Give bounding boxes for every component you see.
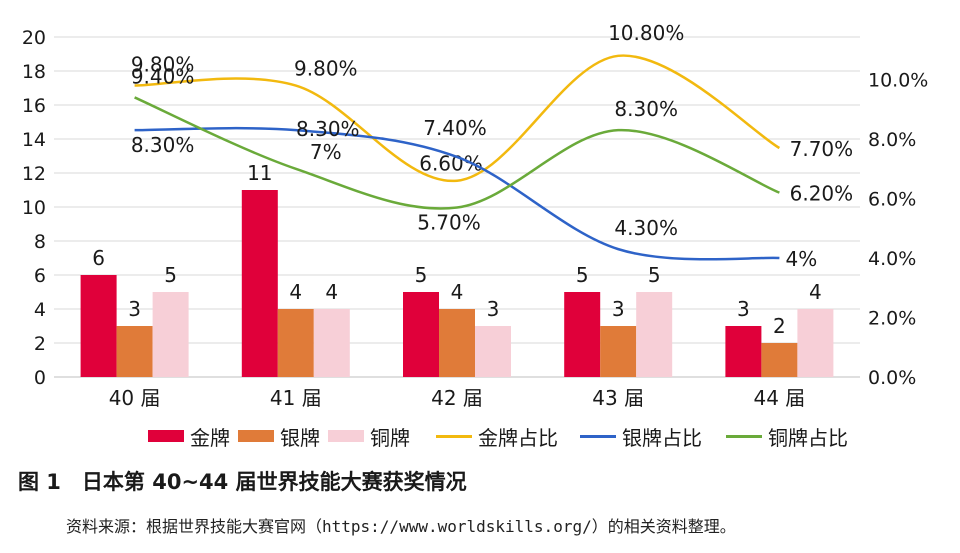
bar-value-label: 5 bbox=[576, 263, 589, 287]
x-tick-label: 41 届 bbox=[270, 386, 322, 410]
y-tick-label-left: 18 bbox=[22, 61, 46, 83]
line-value-label-bronze-share: 6.20% bbox=[790, 182, 854, 206]
line-value-label-silver-share: 4% bbox=[786, 247, 818, 271]
legend-swatch-silver bbox=[238, 430, 274, 442]
chart-canvas: 024681012141618200.0%2.0%4.0%6.0%8.0%10.… bbox=[22, 21, 929, 410]
line-value-label-gold-share: 9.80% bbox=[131, 53, 195, 77]
legend-item-bronze: 铜牌 bbox=[328, 419, 410, 453]
legend-label-gold: 金牌 bbox=[190, 425, 230, 450]
line-value-label-silver-share: 4.30% bbox=[614, 216, 678, 240]
y-tick-label-left: 16 bbox=[22, 95, 46, 117]
line-value-label-bronze-share: 7% bbox=[310, 140, 342, 164]
y-tick-label-right: 10.0% bbox=[868, 70, 928, 92]
bar-value-label: 3 bbox=[737, 297, 750, 321]
legend-item-gold-share: 金牌占比 bbox=[436, 419, 558, 453]
legend-item-bronze-share: 铜牌占比 bbox=[726, 419, 848, 453]
bar-value-label: 5 bbox=[415, 263, 428, 287]
y-tick-label-right: 6.0% bbox=[868, 189, 916, 211]
bar-silver bbox=[600, 326, 637, 377]
bar-value-label: 3 bbox=[128, 297, 141, 321]
bar-value-label: 6 bbox=[92, 246, 105, 270]
bar-value-label: 4 bbox=[451, 280, 464, 304]
y-tick-label-right: 2.0% bbox=[868, 308, 916, 330]
y-tick-label-right: 0.0% bbox=[868, 367, 916, 389]
bar-gold bbox=[241, 190, 278, 377]
line-value-label-bronze-share: 9.40% bbox=[131, 64, 195, 88]
bar-value-label: 3 bbox=[612, 297, 625, 321]
bar-bronze bbox=[475, 326, 511, 377]
bar-bronze bbox=[313, 309, 350, 377]
line-value-label-bronze-share: 8.30% bbox=[614, 97, 678, 121]
legend-item-gold: 金牌 bbox=[148, 419, 230, 453]
figure-caption: 图 1 日本第 40~44 届世界技能大赛获奖情况 bbox=[18, 470, 467, 494]
bar-value-label: 5 bbox=[648, 263, 661, 287]
line-silver-share bbox=[134, 126, 780, 261]
bar-value-label: 5 bbox=[164, 263, 177, 287]
x-tick-label: 44 届 bbox=[753, 386, 805, 410]
bar-silver bbox=[116, 326, 153, 377]
y-tick-label-left: 10 bbox=[22, 197, 46, 219]
bar-silver bbox=[761, 343, 798, 377]
bar-bronze bbox=[636, 292, 673, 377]
y-tick-label-left: 2 bbox=[34, 333, 46, 355]
bar-gold bbox=[564, 292, 601, 377]
x-tick-label: 42 届 bbox=[431, 386, 483, 410]
bar-value-label: 3 bbox=[487, 297, 500, 321]
legend-label-gold-share: 金牌占比 bbox=[478, 425, 558, 450]
y-tick-label-right: 8.0% bbox=[868, 129, 916, 151]
legend-label-silver-share: 银牌占比 bbox=[622, 425, 702, 450]
legend-item-silver: 银牌 bbox=[238, 419, 320, 453]
legend-label-silver: 银牌 bbox=[280, 425, 320, 450]
y-tick-label-left: 14 bbox=[22, 129, 46, 151]
bar-value-label: 2 bbox=[773, 314, 786, 338]
line-value-label-gold-share: 9.80% bbox=[294, 57, 358, 81]
y-tick-label-left: 12 bbox=[22, 163, 46, 185]
legend-item-silver-share: 银牌占比 bbox=[580, 419, 702, 453]
bar-bronze bbox=[797, 309, 834, 377]
legend-swatch-bronze bbox=[328, 430, 364, 442]
x-tick-label: 40 届 bbox=[109, 386, 161, 410]
line-gold-share bbox=[134, 54, 781, 182]
bar-gold bbox=[403, 292, 439, 377]
bar-bronze bbox=[152, 292, 189, 377]
source-note: 资料来源：根据世界技能大赛官网（https://www.worldskills.… bbox=[66, 517, 736, 536]
line-value-label-gold-share: 7.70% bbox=[790, 137, 854, 161]
y-tick-label-right: 4.0% bbox=[868, 248, 916, 270]
line-value-label-bronze-share: 5.70% bbox=[417, 210, 481, 234]
bar-value-label: 4 bbox=[809, 280, 822, 304]
line-value-label-silver-share: 7.40% bbox=[423, 116, 487, 140]
bar-value-label: 4 bbox=[289, 280, 302, 304]
legend-label-bronze-share: 铜牌占比 bbox=[768, 425, 848, 450]
x-tick-label: 43 届 bbox=[592, 386, 644, 410]
y-tick-label-left: 20 bbox=[22, 27, 46, 49]
line-value-label-silver-share: 8.30% bbox=[131, 133, 195, 157]
line-bronze-share bbox=[134, 96, 780, 210]
legend-line-silver-share bbox=[580, 434, 616, 438]
bar-value-label: 4 bbox=[325, 280, 338, 304]
line-value-label-gold-share: 10.80% bbox=[608, 21, 684, 45]
line-value-label-silver-share: 8.30% bbox=[296, 117, 360, 141]
legend-label-bronze: 铜牌 bbox=[370, 425, 410, 450]
y-tick-label-left: 6 bbox=[34, 265, 46, 287]
chart-legend: 金牌 银牌 铜牌 金牌占比 银牌占比 铜牌占比 bbox=[0, 419, 960, 453]
y-tick-label-left: 4 bbox=[34, 299, 46, 321]
y-tick-label-left: 0 bbox=[34, 367, 46, 389]
bar-value-label: 11 bbox=[247, 161, 272, 185]
legend-line-gold-share bbox=[436, 434, 472, 438]
legend-swatch-gold bbox=[148, 430, 184, 442]
legend-line-bronze-share bbox=[726, 434, 762, 438]
y-tick-label-left: 8 bbox=[34, 231, 46, 253]
bar-gold bbox=[725, 326, 762, 377]
bar-gold bbox=[80, 275, 117, 377]
bar-silver bbox=[439, 309, 475, 377]
bar-silver bbox=[277, 309, 314, 377]
